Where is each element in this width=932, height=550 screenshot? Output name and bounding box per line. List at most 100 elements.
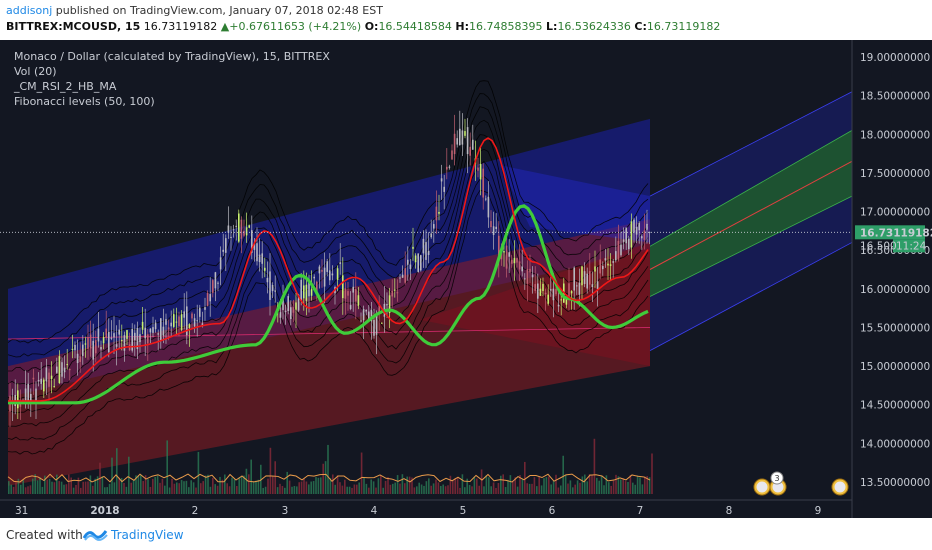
volume-bar <box>120 477 123 494</box>
y-tick-label: 17.00000000 <box>860 207 930 219</box>
red-ma-line <box>8 137 649 402</box>
candle-body <box>235 225 237 227</box>
volume-bar <box>514 477 516 494</box>
volume-bar <box>144 475 147 494</box>
volume-bar <box>348 486 351 494</box>
low-label: L: <box>546 20 558 33</box>
volume-bar <box>68 474 70 494</box>
volume-bar <box>483 486 485 494</box>
candle-body <box>469 146 471 156</box>
volume-bar <box>512 480 514 494</box>
candle-body <box>414 255 417 263</box>
candle-body <box>118 329 120 335</box>
close-value: 16.73119182 <box>646 20 721 33</box>
candle-body <box>66 364 68 366</box>
volume-bar <box>77 477 80 494</box>
volume-bar <box>51 481 53 494</box>
volume-bar <box>20 484 22 494</box>
open-label: O: <box>364 20 379 33</box>
volume-bar <box>545 477 548 494</box>
y-tick-label: 14.50000000 <box>860 400 930 412</box>
candle-body <box>443 186 445 192</box>
volume-bar <box>202 481 204 494</box>
volume-bar <box>356 484 358 494</box>
y-tick-label: 18.50000000 <box>860 91 930 103</box>
volume-bar <box>519 474 521 494</box>
candle-body <box>35 388 37 403</box>
volume-bar <box>387 477 389 494</box>
x-tick-label: 3 <box>282 505 289 517</box>
volume-bar <box>60 481 63 494</box>
candle-body <box>287 296 289 312</box>
candle-body <box>69 369 71 371</box>
ohlc-line: BITTREX:MCOUSD, 15 16.73119182 ▲+0.67611… <box>6 20 720 33</box>
candle-body <box>630 221 633 248</box>
volume-bar <box>646 476 648 494</box>
volume-bar <box>236 486 238 494</box>
volume-bar <box>34 474 36 494</box>
close-label: C: <box>634 20 647 33</box>
volume-bar <box>617 476 620 494</box>
volume-bar <box>226 483 228 494</box>
tradingview-brand[interactable]: TradingView <box>111 528 184 542</box>
volume-bar <box>488 477 490 494</box>
volume-bar <box>207 474 209 494</box>
candle-body <box>365 309 367 312</box>
candle-body <box>196 320 198 322</box>
volume-bar <box>56 474 58 494</box>
volume-bar <box>502 474 504 494</box>
candle-body <box>604 258 607 261</box>
volume-bar <box>36 480 39 494</box>
candle-body <box>45 367 48 382</box>
candle-body <box>308 279 310 297</box>
candle-body <box>100 347 102 350</box>
candle-body <box>615 251 617 261</box>
price-chart-svg[interactable]: 19.00000000 18.50000000 18.00000000 17.5000… <box>0 40 932 518</box>
volume-bar <box>564 474 567 494</box>
candle-body <box>97 328 100 342</box>
fib-cone <box>500 165 650 243</box>
volume-bar <box>10 484 12 494</box>
candle-body <box>399 277 401 279</box>
candle-body <box>511 259 513 264</box>
volume-bar <box>473 476 476 494</box>
volume-bar <box>497 483 500 494</box>
candle-body <box>576 285 578 287</box>
candle-body <box>349 305 352 310</box>
publish-info: published on TradingView.com, January 07… <box>55 4 383 17</box>
volume-bar <box>159 482 161 494</box>
volume-bar <box>228 486 231 494</box>
volume-bar <box>274 461 276 494</box>
volume-bar <box>32 478 34 494</box>
volume-bar <box>185 480 188 494</box>
candle-body <box>297 294 300 311</box>
volume-bar <box>89 475 92 494</box>
volume-bar <box>447 485 449 494</box>
candle-body <box>336 268 339 280</box>
author-link[interactable]: addisonj <box>6 4 53 17</box>
candle-body <box>479 163 482 180</box>
candle-body <box>217 282 219 284</box>
volume-bar <box>75 484 77 494</box>
candle-body <box>352 286 354 293</box>
x-tick-label: 8 <box>726 505 733 517</box>
volume-bar <box>154 477 156 494</box>
volume-bar <box>437 482 440 494</box>
volume-bar <box>504 487 507 494</box>
volume-bar <box>423 485 425 494</box>
volume-bar <box>262 487 264 494</box>
chart-area[interactable]: 19.00000000 18.50000000 18.00000000 17.5000… <box>0 40 932 518</box>
y-tick-label: 18.00000000 <box>860 129 930 141</box>
volume-bar <box>576 480 579 494</box>
candle-body <box>204 307 206 310</box>
candle-body <box>498 235 500 260</box>
candle-body <box>552 288 555 301</box>
volume-bar <box>111 457 113 494</box>
volume-bar <box>557 487 560 494</box>
candle-body <box>82 344 84 356</box>
volume-bar <box>416 486 418 494</box>
y-tick-label: 15.00000000 <box>860 361 930 373</box>
candle-body <box>599 259 601 274</box>
volume-bar <box>346 486 348 494</box>
volume-bar <box>610 485 612 494</box>
